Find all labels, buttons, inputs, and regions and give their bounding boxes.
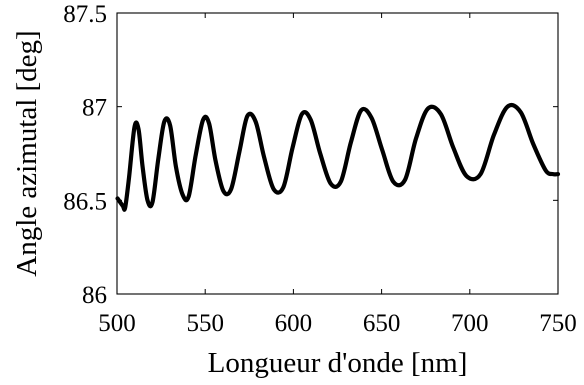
y-tick-label: 86 [82, 282, 107, 309]
x-tick-label: 700 [451, 310, 489, 337]
x-axis-label: Longueur d'onde [nm] [208, 347, 468, 379]
y-tick-label: 87 [82, 95, 107, 122]
y-tick-label: 87.5 [63, 1, 107, 28]
series-line [115, 102, 561, 212]
y-axis-label: Angle azimutal [deg] [11, 30, 43, 276]
y-tick-label: 86.5 [63, 188, 107, 215]
x-tick-label: 650 [363, 310, 401, 337]
plot-frame [116, 12, 559, 295]
plot-area [117, 13, 558, 294]
tick-labels: 500 550 600 650 700 750 86 86.5 87 87.5 [63, 1, 577, 337]
x-tick-label: 500 [98, 310, 136, 337]
x-tick-label: 550 [186, 310, 224, 337]
x-tick-label: 750 [539, 310, 577, 337]
x-tick-label: 600 [275, 310, 313, 337]
